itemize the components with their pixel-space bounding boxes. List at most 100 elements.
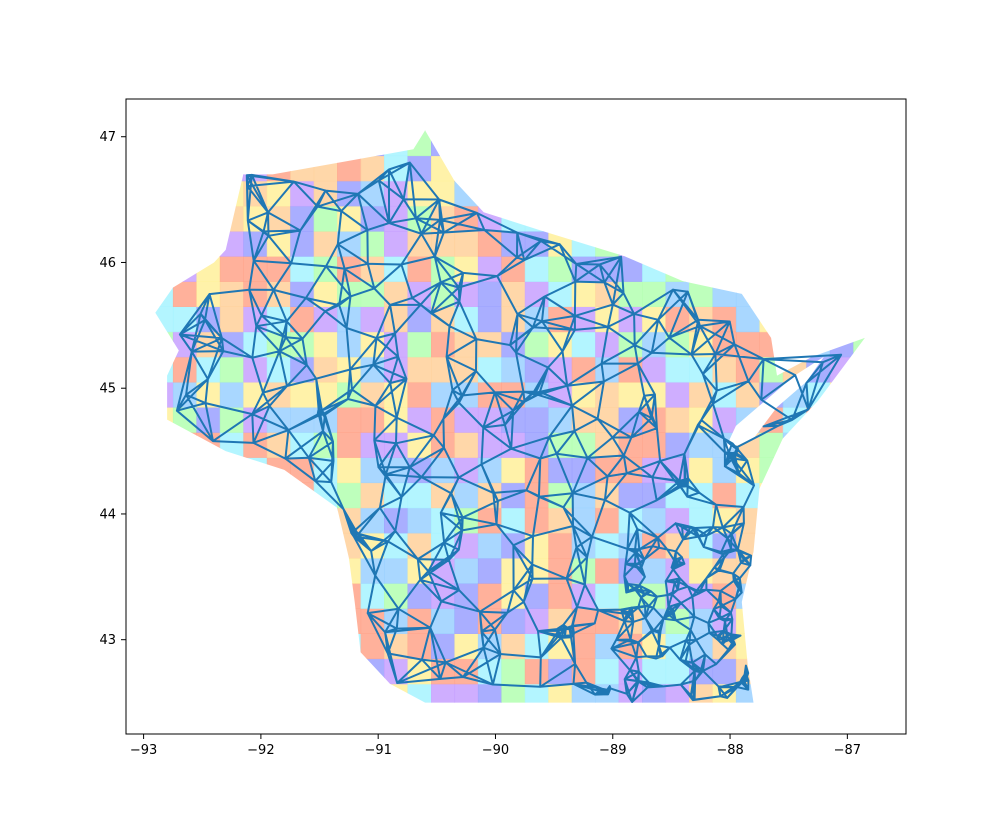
x-tick-label: −89 xyxy=(599,743,626,758)
district-fill xyxy=(407,507,432,534)
district-fill xyxy=(642,558,667,584)
district-fill xyxy=(219,256,244,282)
district-fill xyxy=(407,532,432,559)
district-fill xyxy=(501,457,526,484)
y-axis-ticks: 43 44 45 46 47 xyxy=(99,130,126,648)
district-fill xyxy=(384,558,409,584)
district-fill xyxy=(219,306,244,333)
district-fill xyxy=(290,331,315,358)
district-fill xyxy=(618,381,643,408)
x-tick-label: −92 xyxy=(247,743,274,758)
district-fill xyxy=(524,407,549,433)
district-fill xyxy=(571,633,596,660)
district-fill xyxy=(712,658,737,685)
district-fill xyxy=(571,331,596,358)
district-fill xyxy=(477,558,502,584)
district-fill xyxy=(431,608,456,634)
district-fill xyxy=(712,306,737,333)
district-fill xyxy=(665,356,690,383)
district-fill xyxy=(548,583,573,609)
district-fill xyxy=(524,457,549,484)
district-fill xyxy=(501,281,526,307)
district-fill xyxy=(172,281,197,307)
x-axis-ticks: −93 −92 −91 −90 −89 −88 −87 xyxy=(130,734,861,758)
district-fill xyxy=(524,331,549,358)
district-fill xyxy=(642,507,667,534)
y-tick-label: 47 xyxy=(99,130,116,145)
district-fill xyxy=(477,306,502,333)
district-fill xyxy=(454,432,479,458)
district-fill xyxy=(524,633,549,660)
district-fill xyxy=(735,331,760,358)
district-fill xyxy=(243,432,268,458)
district-fill xyxy=(454,532,479,559)
district-fill xyxy=(313,331,338,358)
district-fill xyxy=(595,507,620,534)
district-fill xyxy=(360,356,385,383)
district-fill xyxy=(735,482,760,509)
district-fill xyxy=(454,608,479,634)
district-fill xyxy=(642,281,667,307)
district-fill xyxy=(360,407,385,433)
district-fill xyxy=(665,432,690,458)
district-fill xyxy=(524,658,549,685)
district-fill xyxy=(689,457,714,484)
district-fill xyxy=(595,432,620,458)
district-fill xyxy=(665,407,690,433)
district-fill xyxy=(407,381,432,408)
district-fill xyxy=(454,558,479,584)
district-fill xyxy=(313,256,338,282)
district-fill xyxy=(407,356,432,383)
district-fill xyxy=(384,231,409,257)
district-fill xyxy=(454,231,479,257)
district-fill xyxy=(642,432,667,458)
district-fill xyxy=(337,432,362,458)
district-fill xyxy=(266,356,291,383)
district-fill xyxy=(290,381,315,408)
district-fill xyxy=(665,381,690,408)
district-fill xyxy=(524,281,549,307)
district-fill xyxy=(548,256,573,282)
x-tick-label: −87 xyxy=(834,743,861,758)
district-fill xyxy=(477,281,502,307)
district-fill xyxy=(618,482,643,509)
district-fill xyxy=(524,683,549,703)
district-fill xyxy=(360,231,385,257)
district-fill xyxy=(524,256,549,282)
district-fill xyxy=(454,482,479,509)
district-fill xyxy=(595,558,620,584)
y-tick-label: 45 xyxy=(99,382,116,397)
district-fill xyxy=(477,331,502,358)
y-tick-label: 46 xyxy=(99,256,116,271)
district-fill xyxy=(384,155,409,182)
district-fill xyxy=(431,683,456,703)
district-fill xyxy=(219,356,244,383)
district-fill xyxy=(595,583,620,609)
y-tick-label: 44 xyxy=(99,507,116,522)
district-fill xyxy=(407,331,432,358)
x-tick-label: −88 xyxy=(716,743,743,758)
district-fill xyxy=(501,658,526,685)
district-fill xyxy=(219,281,244,307)
district-fill xyxy=(501,683,526,703)
district-fill xyxy=(337,407,362,433)
district-fill xyxy=(360,633,385,660)
district-fill xyxy=(548,683,573,703)
district-fill xyxy=(454,683,479,703)
district-fill xyxy=(477,683,502,703)
district-fill xyxy=(548,658,573,685)
district-fill xyxy=(360,432,385,458)
district-fill xyxy=(524,532,549,559)
district-fill xyxy=(548,532,573,559)
y-tick-label: 43 xyxy=(99,633,116,648)
district-fill xyxy=(360,507,385,534)
x-tick-label: −93 xyxy=(130,743,157,758)
district-fill xyxy=(337,457,362,484)
district-fill xyxy=(266,180,291,207)
district-fill xyxy=(219,381,244,408)
district-fill xyxy=(360,256,385,282)
district-fill xyxy=(431,331,456,358)
x-tick-label: −91 xyxy=(364,743,391,758)
district-fill xyxy=(477,532,502,559)
